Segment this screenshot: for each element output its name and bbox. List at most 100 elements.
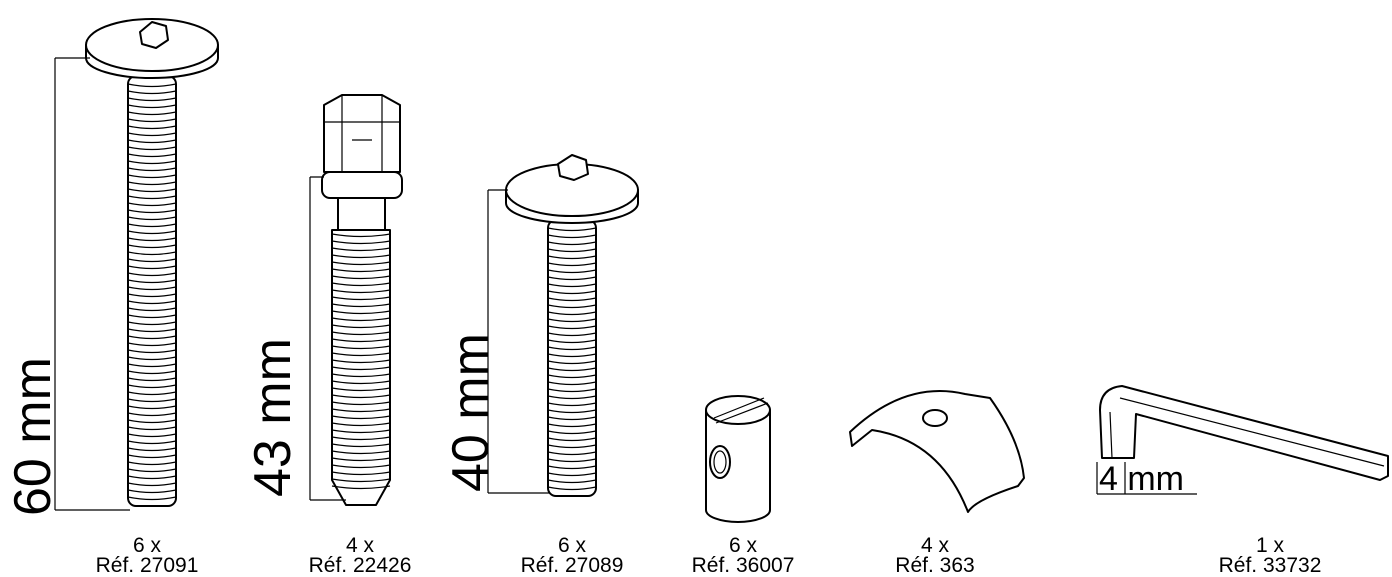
thread-line [127, 202, 177, 207]
bracket [849, 390, 1025, 513]
pin-43 [309, 94, 403, 506]
thread-line [547, 276, 597, 281]
thread-line [331, 464, 391, 469]
thread-line [331, 338, 391, 343]
thread-line [127, 321, 177, 326]
thread-line [547, 437, 597, 442]
thread-line [331, 331, 391, 336]
thread-line [547, 430, 597, 435]
thread-line [127, 300, 177, 305]
thread-line [331, 478, 391, 483]
thread-line [127, 97, 177, 102]
thread-line [331, 345, 391, 350]
thread-line [331, 429, 391, 434]
bracket-body [849, 390, 1025, 513]
thread-line [547, 409, 597, 414]
thread-line [331, 387, 391, 392]
dimension-label: 4 mm [1099, 460, 1184, 498]
quantity: 6 x [133, 534, 162, 557]
thread-line [331, 254, 391, 259]
thread-line [127, 83, 177, 88]
thread-line [127, 118, 177, 123]
thread-line [127, 426, 177, 431]
thread-line [127, 139, 177, 144]
thread-line [547, 262, 597, 267]
reference: Réf. 363 [895, 554, 974, 577]
thread-line [331, 303, 391, 308]
dimension-line [1096, 462, 1197, 495]
dimension-line [309, 176, 346, 501]
neck [337, 195, 386, 231]
key-edges [1109, 397, 1385, 467]
thread-line [331, 359, 391, 364]
thread-line [127, 482, 177, 487]
quantity: 6 x [558, 534, 587, 557]
barrel-top [705, 395, 771, 425]
thread-line [127, 230, 177, 235]
thread-line [127, 258, 177, 263]
thread-line [127, 286, 177, 291]
thread-line [331, 373, 391, 378]
reference: Réf. 36007 [692, 554, 795, 577]
hole-inner [713, 450, 727, 474]
thread-line [331, 310, 391, 315]
thread-line [547, 283, 597, 288]
thread-line [127, 251, 177, 256]
thread-line [547, 311, 597, 316]
thread-line [547, 360, 597, 365]
thread-line [547, 227, 597, 232]
thread-line [547, 395, 597, 400]
dimension-label: 60 mm [4, 357, 62, 516]
thread-line [331, 436, 391, 441]
thread-line [547, 318, 597, 323]
screw-40 [487, 154, 639, 497]
thread-line [127, 398, 177, 403]
thread-line [547, 241, 597, 246]
thread-line [547, 486, 597, 491]
quantity: 4 x [921, 534, 950, 557]
thread-line [127, 468, 177, 473]
thread-line [127, 125, 177, 130]
thread-line [127, 440, 177, 445]
thread-line [547, 332, 597, 337]
thread-line [127, 153, 177, 158]
thread-line [127, 496, 177, 501]
thread-line [331, 408, 391, 413]
thread-line [547, 388, 597, 393]
hex-socket [139, 21, 169, 49]
thread-line [547, 367, 597, 372]
thread-line [127, 104, 177, 109]
reference: Réf. 33732 [1219, 554, 1322, 577]
thread-line [547, 451, 597, 456]
thread-line [127, 111, 177, 116]
thread-line [127, 146, 177, 151]
thread-line [547, 255, 597, 260]
thread-line [331, 275, 391, 280]
barrel-nut [705, 395, 771, 523]
dimension-label: 40 mm [442, 333, 500, 492]
thread-line [547, 234, 597, 239]
thread-line [127, 447, 177, 452]
quantity: 6 x [729, 534, 758, 557]
thread-line [331, 240, 391, 245]
cross-head [323, 94, 401, 173]
thread-line [127, 384, 177, 389]
collar [321, 171, 403, 199]
thread-line [127, 356, 177, 361]
thread-line [127, 412, 177, 417]
quantity: 1 x [1256, 534, 1285, 557]
key-body [1099, 385, 1389, 481]
thread-line [127, 363, 177, 368]
thread-line [547, 374, 597, 379]
thread-line [331, 457, 391, 462]
hex-socket [557, 154, 589, 181]
thread-line [547, 402, 597, 407]
thread-line [127, 90, 177, 95]
slot [713, 397, 769, 424]
thread-line [331, 352, 391, 357]
thread-line [547, 381, 597, 386]
thread-line [331, 422, 391, 427]
thread-hole [709, 445, 731, 479]
thread-line [331, 380, 391, 385]
